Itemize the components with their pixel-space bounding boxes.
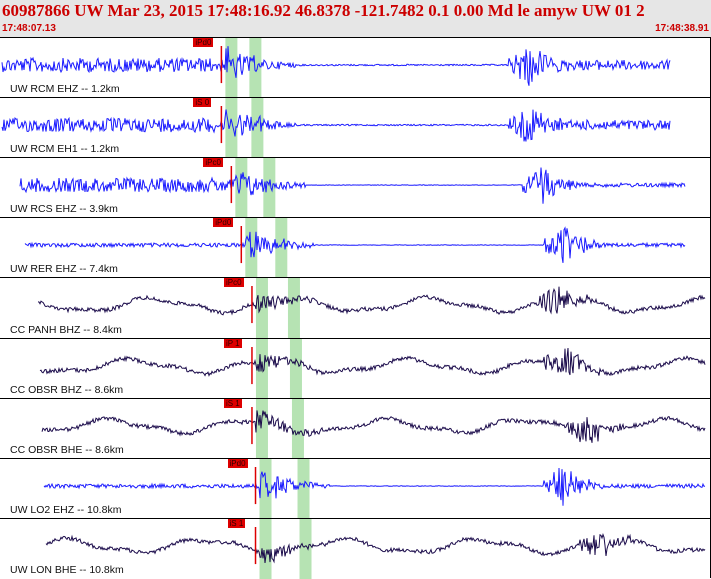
p-arrival-band <box>225 98 238 159</box>
event-header: 60987866 UW Mar 23, 2015 17:48:16.92 46.… <box>0 0 711 37</box>
p-arrival-band <box>259 458 272 519</box>
trace-panel[interactable]: iPd0 UW LO2 EHZ -- 10.8km <box>0 457 711 519</box>
p-arrival-band <box>245 218 258 279</box>
p-arrival-band <box>259 518 272 579</box>
waveform-plot <box>1 98 671 159</box>
phase-pick-flag[interactable]: iPc0 <box>223 278 244 288</box>
waveform-plot <box>39 338 706 399</box>
station-label: CC PANH BHZ -- 8.4km <box>10 323 122 336</box>
waveform-plot <box>41 398 706 459</box>
station-label: CC OBSR BHE -- 8.6km <box>10 443 124 456</box>
station-label: UW RER EHZ -- 7.4km <box>10 263 118 276</box>
trace-panel[interactable]: iS 1 UW LON BHE -- 10.8km <box>0 517 711 579</box>
trace-panel[interactable]: iS 1 CC OBSR BHE -- 8.6km <box>0 397 711 459</box>
trace-panel[interactable]: iPc0 CC PANH BHZ -- 8.4km <box>0 277 711 339</box>
phase-pick-flag[interactable]: iPc0 <box>203 158 223 168</box>
trace-panel[interactable]: iP 1 CC OBSR BHZ -- 8.6km <box>0 337 711 399</box>
p-arrival-band <box>255 278 268 339</box>
s-arrival-band <box>299 518 312 579</box>
waveform-plot <box>43 458 706 519</box>
waveform-trace <box>1 109 671 142</box>
s-arrival-band <box>297 458 310 519</box>
waveform-plot <box>45 518 706 579</box>
s-arrival-band <box>275 218 288 279</box>
waveform-trace <box>45 532 706 564</box>
s-arrival-band <box>249 38 262 99</box>
station-label: UW RCM EHZ -- 1.2km <box>10 83 120 96</box>
event-title: 60987866 UW Mar 23, 2015 17:48:16.92 46.… <box>2 1 645 20</box>
trace-panel[interactable]: iPd0 UW RER EHZ -- 7.4km <box>0 217 711 279</box>
waveform-trace <box>37 287 706 317</box>
seismogram-panels: iPd0 UW RCM EHZ -- 1.2km iS 0 UW RCM EH1 --… <box>0 37 711 579</box>
s-arrival-band <box>251 98 264 159</box>
phase-pick-flag[interactable]: iS 1 <box>227 518 246 528</box>
waveform-trace <box>39 347 706 377</box>
station-label: CC OBSR BHZ -- 8.6km <box>10 383 124 396</box>
waveform-trace <box>41 409 706 443</box>
s-arrival-band <box>287 278 300 339</box>
station-label: UW LON BHE -- 10.8km <box>10 563 124 576</box>
waveform-trace <box>1 46 671 86</box>
end-time: 17:48:38.91 <box>655 23 709 34</box>
s-arrival-band <box>291 398 304 459</box>
p-arrival-band <box>255 338 268 399</box>
station-label: UW LO2 EHZ -- 10.8km <box>10 503 122 516</box>
phase-pick-flag[interactable]: iPd0 <box>193 38 214 47</box>
waveform-trace <box>19 167 686 204</box>
trace-panel[interactable]: iS 0 UW RCM EH1 -- 1.2km <box>0 97 711 159</box>
phase-pick-flag[interactable]: iS 0 <box>193 98 212 108</box>
phase-pick-flag[interactable]: iS 1 <box>223 398 242 408</box>
waveform-plot <box>37 278 706 339</box>
phase-pick-flag[interactable]: iPd0 <box>227 458 248 468</box>
phase-pick-flag[interactable]: iPd0 <box>213 218 234 228</box>
waveform-trace <box>24 226 686 264</box>
station-label: UW RCM EH1 -- 1.2km <box>10 143 120 156</box>
s-arrival-band <box>289 338 302 399</box>
waveform-trace <box>43 467 706 506</box>
waveform-plot <box>24 218 686 279</box>
trace-panel[interactable]: iPc0 UW RCS EHZ -- 3.9km <box>0 157 711 219</box>
station-label: UW RCS EHZ -- 3.9km <box>10 203 118 216</box>
waveform-plot <box>1 38 671 99</box>
s-arrival-band <box>263 158 276 219</box>
start-time: 17:48:07.13 <box>2 23 56 34</box>
trace-panel[interactable]: iPd0 UW RCM EHZ -- 1.2km <box>0 37 711 99</box>
phase-pick-flag[interactable]: iP 1 <box>223 338 242 348</box>
p-arrival-band <box>255 398 268 459</box>
waveform-plot <box>19 158 686 219</box>
p-arrival-band <box>235 158 248 219</box>
